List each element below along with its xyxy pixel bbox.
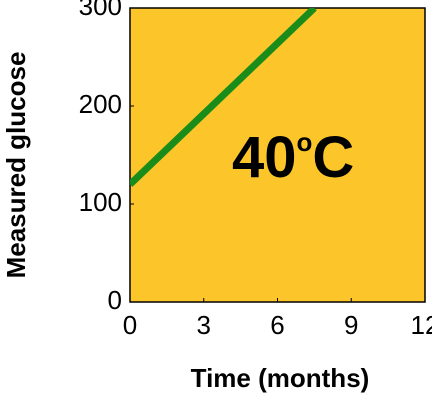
y-tick-label: 100 bbox=[79, 187, 122, 217]
y-tick-label: 0 bbox=[108, 285, 122, 315]
data-line bbox=[130, 8, 317, 187]
x-tick-label: 12 bbox=[411, 310, 432, 340]
y-tick-label: 200 bbox=[79, 89, 122, 119]
x-axis-title: Time (months) bbox=[191, 363, 370, 393]
annotation: 40oC bbox=[232, 125, 354, 190]
y-tick-label: 300 bbox=[79, 0, 122, 21]
annotation-superscript: o bbox=[297, 127, 313, 157]
x-tick-label: 3 bbox=[197, 310, 211, 340]
plot-area bbox=[129, 7, 426, 303]
x-tick-label: 9 bbox=[344, 310, 358, 340]
x-tick-label: 6 bbox=[270, 310, 284, 340]
x-tick-label: 0 bbox=[123, 310, 137, 340]
annotation-suffix: C bbox=[312, 125, 354, 190]
annotation-text: 40 bbox=[232, 125, 297, 190]
y-axis-title: Measured glucose bbox=[1, 52, 31, 279]
